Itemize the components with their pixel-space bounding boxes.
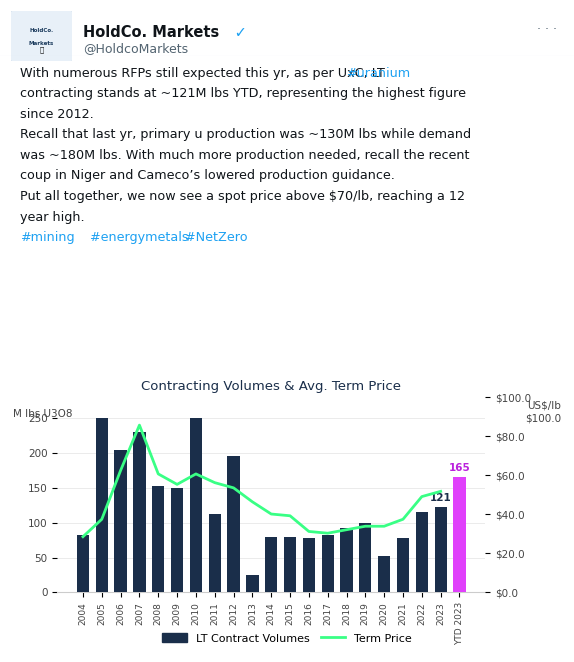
Bar <box>246 575 258 592</box>
FancyBboxPatch shape <box>10 10 73 62</box>
Bar <box>397 538 409 592</box>
Text: US$/lb: US$/lb <box>528 401 561 410</box>
Text: @HoldcoMarkets: @HoldcoMarkets <box>83 42 188 55</box>
Bar <box>208 514 221 592</box>
Text: ✓: ✓ <box>230 25 246 40</box>
Legend: LT Contract Volumes, Term Price: LT Contract Volumes, Term Price <box>158 629 416 648</box>
Bar <box>378 555 390 592</box>
Bar <box>435 507 447 592</box>
Title: Contracting Volumes & Avg. Term Price: Contracting Volumes & Avg. Term Price <box>141 380 401 393</box>
Text: Recall that last yr, primary u production was ~130M lbs while demand: Recall that last yr, primary u productio… <box>20 128 471 142</box>
Text: year high.: year high. <box>20 211 85 224</box>
Text: contracting stands at ~121M lbs YTD, representing the highest figure: contracting stands at ~121M lbs YTD, rep… <box>20 87 466 101</box>
Text: Markets: Markets <box>29 41 54 46</box>
Text: Put all together, we now see a spot price above $70/lb, reaching a 12: Put all together, we now see a spot pric… <box>20 190 465 203</box>
Text: HoldCo. Markets: HoldCo. Markets <box>83 25 219 40</box>
Text: was ~180M lbs. With much more production needed, recall the recent: was ~180M lbs. With much more production… <box>20 149 470 162</box>
Text: since 2012.: since 2012. <box>20 108 94 121</box>
Text: #mining: #mining <box>20 231 75 244</box>
Bar <box>265 537 277 592</box>
Bar <box>453 477 466 592</box>
Text: With numerous RFPs still expected this yr, as per UxC, LT: With numerous RFPs still expected this y… <box>20 67 389 80</box>
Text: coup in Niger and Cameco’s lowered production guidance.: coup in Niger and Cameco’s lowered produ… <box>20 169 395 183</box>
FancyBboxPatch shape <box>0 338 574 662</box>
Text: $100.0: $100.0 <box>525 414 561 424</box>
Text: #uranium: #uranium <box>346 67 410 80</box>
Bar <box>284 537 296 592</box>
Bar <box>190 418 202 592</box>
Bar <box>227 457 240 592</box>
Bar <box>416 512 428 592</box>
Bar <box>321 535 334 592</box>
Bar <box>114 449 127 592</box>
Bar <box>302 538 315 592</box>
Text: · · ·: · · · <box>537 23 557 36</box>
Bar <box>340 528 352 592</box>
Bar <box>152 486 164 592</box>
Text: #NetZero: #NetZero <box>181 231 247 244</box>
Text: #energymetals: #energymetals <box>86 231 189 244</box>
Bar <box>77 536 89 592</box>
Bar <box>171 488 183 592</box>
Bar <box>133 432 146 592</box>
Bar <box>96 418 108 592</box>
Text: 121: 121 <box>430 493 452 502</box>
Text: M lbs U3O8: M lbs U3O8 <box>13 408 72 419</box>
Text: 165: 165 <box>449 463 470 473</box>
Bar <box>359 523 371 592</box>
Text: HoldCo.: HoldCo. <box>29 28 54 32</box>
Text: 🤲: 🤲 <box>40 47 44 54</box>
